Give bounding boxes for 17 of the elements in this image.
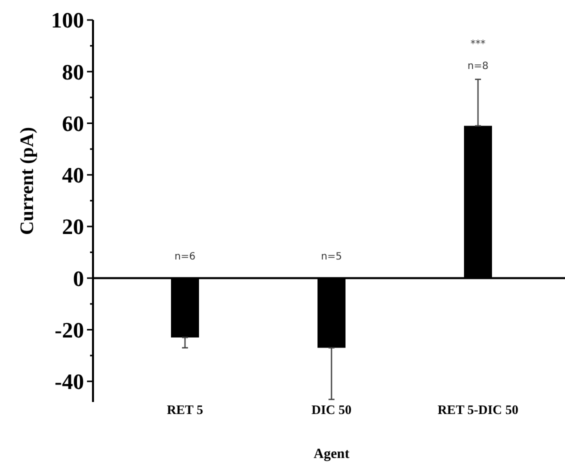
annotation: n=6 — [174, 252, 196, 263]
y-tick-label: 60 — [62, 110, 84, 136]
x-tick-label: DIC 50 — [311, 402, 352, 417]
y-tick-label: 100 — [51, 8, 84, 33]
y-tick-label: 0 — [73, 266, 84, 291]
y-tick-label: 80 — [62, 59, 84, 84]
x-axis-title: Agent — [314, 447, 350, 462]
y-axis-title: Current (pA) — [17, 127, 38, 235]
x-tick-label: RET 5 — [166, 402, 204, 417]
y-tick-label: 40 — [62, 162, 84, 188]
y-tick-label: -20 — [54, 317, 84, 342]
x-tick-label: RET 5-DIC 50 — [438, 402, 518, 417]
annotation: n=5 — [320, 252, 342, 263]
y-tick-label: -40 — [54, 369, 84, 394]
annotation: *** — [470, 38, 486, 50]
annotation: n=8 — [467, 60, 489, 72]
y-tick-label: 20 — [62, 214, 84, 240]
